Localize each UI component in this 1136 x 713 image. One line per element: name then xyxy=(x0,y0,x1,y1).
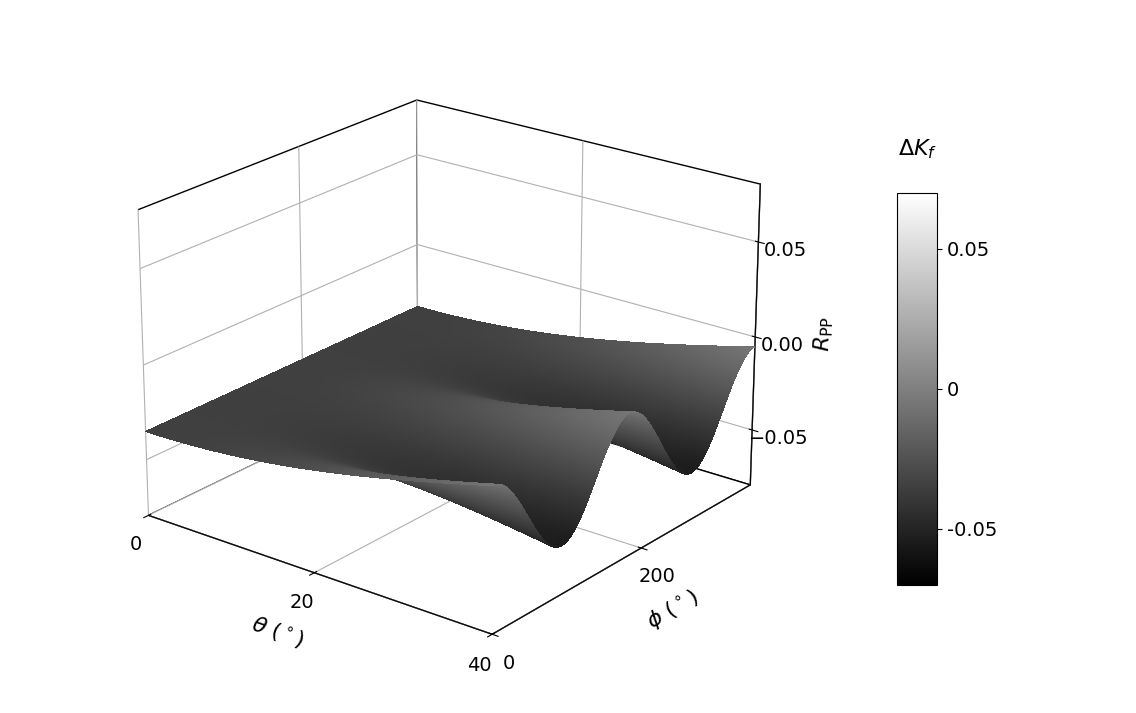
Y-axis label: $\phi$ ($^\circ$): $\phi$ ($^\circ$) xyxy=(643,586,703,635)
X-axis label: $\theta$ ($^\circ$): $\theta$ ($^\circ$) xyxy=(248,612,307,652)
Text: $\Delta K_f$: $\Delta K_f$ xyxy=(897,138,937,161)
